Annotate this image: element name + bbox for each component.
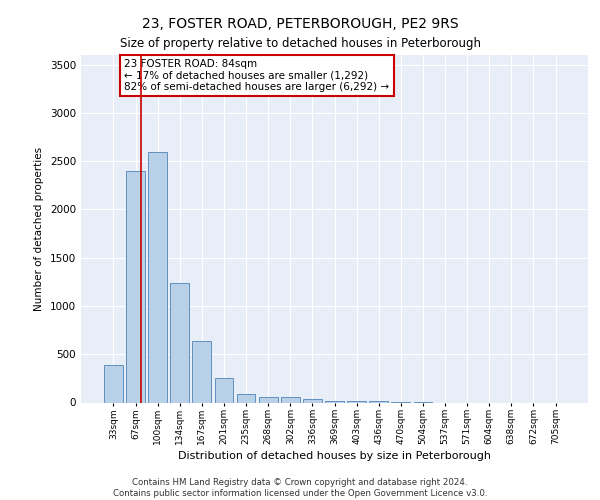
Bar (370, 401, 388, 402)
Text: Contains HM Land Registry data © Crown copyright and database right 2024.
Contai: Contains HM Land Registry data © Crown c… (113, 478, 487, 498)
Bar (193, 340, 211, 402)
Text: 23 FOSTER ROAD: 84sqm
← 17% of detached houses are smaller (1,292)
82% of semi-d: 23 FOSTER ROAD: 84sqm ← 17% of detached … (124, 59, 389, 92)
Bar (215, 378, 233, 402)
Bar (325, 400, 344, 402)
Y-axis label: Number of detached properties: Number of detached properties (34, 146, 44, 311)
X-axis label: Distribution of detached houses by size in Peterborough: Distribution of detached houses by size … (178, 452, 491, 462)
Bar (236, 394, 256, 402)
Bar (126, 171, 145, 402)
Bar (148, 152, 167, 402)
Bar (303, 398, 322, 402)
Text: 23, FOSTER ROAD, PETERBOROUGH, PE2 9RS: 23, FOSTER ROAD, PETERBOROUGH, PE2 9RS (142, 18, 458, 32)
Bar (347, 400, 366, 402)
Bar (104, 365, 123, 403)
Text: Size of property relative to detached houses in Peterborough: Size of property relative to detached ho… (119, 38, 481, 51)
Bar (259, 396, 278, 402)
Bar (170, 283, 189, 403)
Bar (281, 397, 299, 402)
